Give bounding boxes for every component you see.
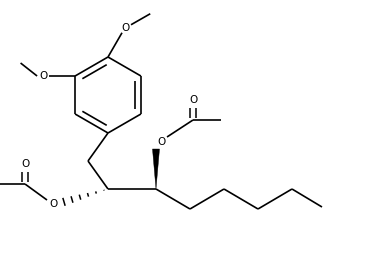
Text: O: O — [49, 199, 57, 209]
Text: O: O — [39, 71, 47, 81]
Text: O: O — [122, 23, 130, 33]
Text: O: O — [157, 137, 165, 147]
Text: O: O — [189, 95, 197, 105]
Text: O: O — [21, 159, 29, 169]
Polygon shape — [152, 149, 159, 189]
